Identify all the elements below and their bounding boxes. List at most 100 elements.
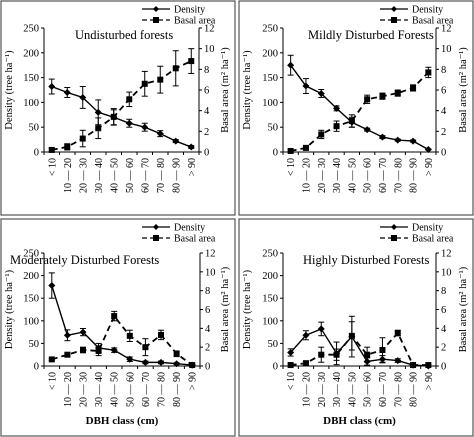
- left-tick-label: 200: [262, 271, 278, 282]
- basal-area-point: [111, 313, 118, 320]
- x-tick-label: 60 — 70: [141, 372, 152, 407]
- density-point: [48, 83, 56, 91]
- left-tick-label: 0: [34, 362, 39, 373]
- left-tick-label: 100: [262, 98, 278, 109]
- x-tick-label: 70 — 80: [393, 158, 404, 193]
- basal-area-point: [142, 344, 149, 351]
- left-tick-label: 150: [23, 294, 39, 305]
- basal-area-series-line: [290, 331, 429, 366]
- right-tick-label: 8: [204, 65, 209, 76]
- right-tick-label: 0: [205, 362, 210, 373]
- basal-area-point: [189, 362, 196, 369]
- left-tick-label: 0: [273, 362, 278, 373]
- x-tick-label: > 90: [424, 372, 435, 390]
- legend-density-label: Density: [412, 223, 443, 234]
- x-tick-label: 10 — 20: [301, 372, 312, 407]
- legend-basal-marker: [153, 235, 159, 241]
- x-tick-label: 40 — 50: [109, 158, 120, 193]
- density-point: [157, 358, 165, 366]
- right-tick-label: 12: [441, 24, 452, 35]
- density-point: [156, 130, 164, 138]
- basal-area-point: [394, 330, 401, 337]
- x-tick-label: > 90: [187, 158, 198, 176]
- right-tick-label: 10: [205, 267, 216, 278]
- right-axis-title: Basal area (m² ha⁻¹): [220, 266, 231, 352]
- basal-area-point: [80, 346, 86, 353]
- basal-area-point: [318, 351, 325, 358]
- left-tick-label: 50: [268, 123, 279, 134]
- chart-title: Undisturbed forests: [75, 28, 173, 42]
- density-point: [378, 133, 386, 141]
- legend-density-marker: [153, 6, 159, 12]
- x-tick-label: 20 — 30: [317, 372, 328, 407]
- basal-area-point: [126, 332, 133, 339]
- x-tick-label: 30 — 40: [332, 158, 343, 193]
- density-point: [141, 358, 149, 366]
- right-tick-label: 4: [204, 106, 210, 117]
- right-tick-label: 12: [441, 249, 452, 260]
- x-tick-label: 10 — 20: [63, 158, 74, 193]
- left-axis-title: Density (tree ha⁻¹): [4, 50, 15, 130]
- basal-area-point: [425, 362, 432, 369]
- basal-area-point: [425, 69, 432, 76]
- x-tick-label: 80 — 90: [171, 158, 182, 193]
- left-tick-label: 200: [262, 48, 278, 59]
- basal-area-point: [173, 350, 180, 357]
- legend-density-label: Density: [174, 223, 205, 234]
- basal-area-point: [379, 93, 386, 100]
- x-tick-label: 30 — 40: [94, 158, 105, 193]
- right-tick-label: 2: [441, 127, 446, 138]
- density-point: [125, 119, 133, 127]
- left-tick-label: 0: [273, 148, 278, 159]
- panel-border: [238, 218, 474, 437]
- right-tick-label: 12: [205, 249, 216, 260]
- right-tick-label: 0: [204, 148, 209, 159]
- x-axis-title: DBH class (cm): [323, 415, 396, 427]
- density-point: [172, 137, 180, 145]
- basal-area-point: [64, 351, 71, 358]
- legend-density-marker: [153, 224, 159, 230]
- chart-title: Moderately Disturbed Forests: [10, 253, 159, 267]
- x-tick-label: 30 — 40: [94, 372, 105, 407]
- x-tick-label: 40 — 50: [110, 372, 121, 407]
- x-tick-label: 50 — 60: [125, 158, 136, 193]
- basal-area-point: [95, 347, 102, 354]
- legend-basal-marker: [391, 17, 397, 23]
- basal-area-point: [95, 125, 102, 132]
- x-tick-label: 10 — 20: [63, 372, 74, 407]
- x-tick-label: 70 — 80: [156, 158, 167, 193]
- right-tick-label: 8: [205, 286, 210, 297]
- density-point: [363, 126, 371, 134]
- right-tick-label: 2: [204, 127, 209, 138]
- left-tick-label: 250: [23, 24, 39, 35]
- density-point: [394, 357, 402, 365]
- x-tick-label: 20 — 30: [317, 158, 328, 193]
- basal-area-point: [364, 96, 371, 103]
- basal-area-point: [379, 346, 386, 353]
- density-point: [79, 93, 87, 101]
- x-tick-label: < 10: [286, 372, 297, 390]
- basal-area-point: [141, 80, 148, 87]
- density-point: [63, 88, 71, 96]
- basal-area-point: [110, 113, 117, 120]
- density-point: [63, 331, 71, 339]
- x-tick-label: 40 — 50: [347, 372, 358, 407]
- basal-area-point: [364, 351, 371, 358]
- x-tick-label: 60 — 70: [378, 372, 389, 407]
- left-axis-title: Density (tree ha⁻¹): [242, 269, 253, 349]
- left-tick-label: 200: [23, 48, 39, 59]
- density-point: [187, 143, 195, 151]
- left-tick-label: 250: [262, 24, 278, 35]
- right-tick-label: 8: [441, 286, 446, 297]
- density-point: [302, 82, 310, 90]
- x-tick-label: 20 — 30: [78, 158, 89, 193]
- basal-area-point: [287, 147, 294, 154]
- panel-border: [238, 0, 474, 216]
- basal-area-point: [287, 362, 294, 369]
- basal-area-point: [333, 123, 340, 130]
- x-tick-label: 80 — 90: [409, 372, 420, 407]
- legend-density-label: Density: [412, 5, 443, 16]
- density-series-line: [290, 64, 429, 151]
- basal-area-point: [410, 84, 417, 91]
